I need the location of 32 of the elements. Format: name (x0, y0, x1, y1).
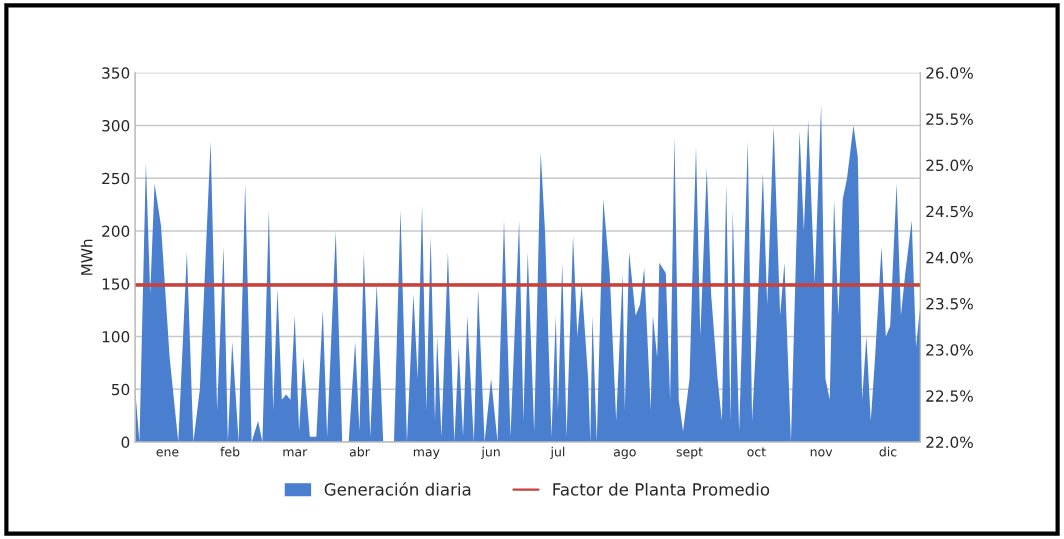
y2-tick-label: 23.0% (926, 344, 973, 356)
y-tick-label: 300 (102, 119, 130, 132)
x-tick-label: feb (220, 446, 240, 457)
y-tick-label: 0 (121, 436, 130, 448)
x-tick-label: ago (613, 449, 636, 459)
x-tick-label: jul (550, 446, 565, 459)
x-tick-label: may (413, 449, 440, 459)
y2-tick-label: 22.0% (926, 436, 973, 448)
x-tick-label: abr (349, 446, 370, 457)
y-tick-label: 150 (102, 278, 130, 290)
y-axis-title: MWh (80, 239, 93, 275)
x-tick-label: mar (283, 449, 308, 457)
legend-label: Factor de Planta Promedio (553, 482, 770, 496)
x-tick-label: oct (747, 447, 766, 457)
x-tick-label: dic (879, 446, 897, 457)
y-tick-label: 200 (102, 225, 130, 238)
y2-tick-label: 23.5% (926, 297, 973, 310)
y-tick-label: 50 (112, 383, 130, 396)
x-tick-label: ene (156, 449, 179, 457)
x-tick-label: jun (481, 446, 500, 459)
y2-tick-label: 24.0% (926, 251, 973, 264)
y-tick-label: 100 (102, 330, 130, 343)
y2-tick-label: 25.5% (926, 113, 973, 125)
y2-tick-label: 24.5% (926, 205, 973, 218)
x-tick-label: sept (676, 447, 703, 459)
y2-tick-label: 26.0% (926, 67, 973, 79)
y2-tick-label: 22.5% (926, 390, 973, 402)
y-tick-label: 250 (102, 172, 130, 185)
y-tick-label: 350 (102, 67, 130, 79)
legend-label: Generación diaria (324, 482, 471, 496)
y2-tick-label: 25.0% (926, 159, 973, 172)
x-tick-label: nov (810, 449, 833, 457)
